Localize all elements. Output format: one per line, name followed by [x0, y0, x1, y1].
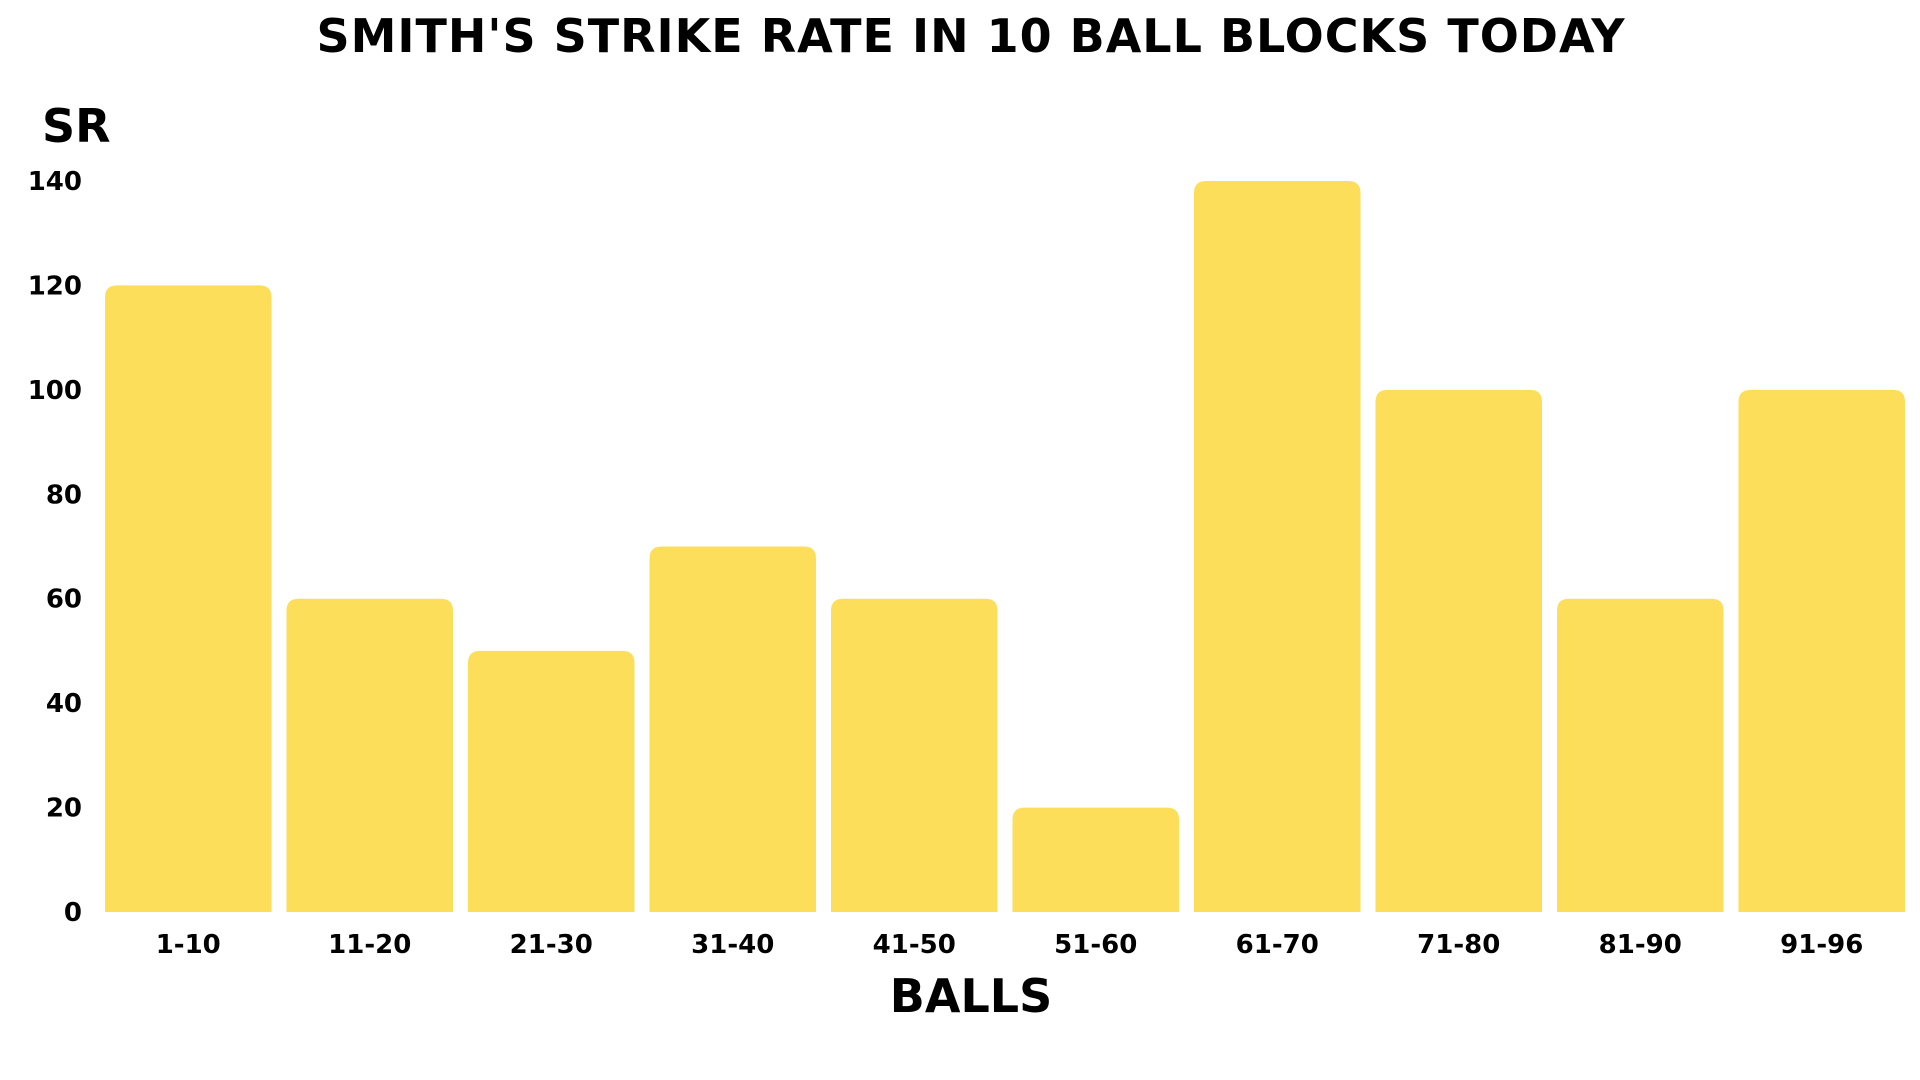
bar-71-80 [1375, 389, 1542, 912]
bars-group [105, 181, 1905, 912]
y-tick-label: 60 [46, 585, 82, 615]
x-tick-label: 71-80 [1417, 930, 1500, 960]
y-tick-label: 0 [64, 898, 82, 928]
y-axis-title: SR [42, 99, 111, 153]
x-tick-label: 61-70 [1236, 930, 1319, 960]
bar-11-20 [286, 598, 453, 912]
bar-41-50 [831, 598, 998, 912]
x-tick-label: 91-96 [1780, 930, 1863, 960]
x-tick-label: 11-20 [328, 930, 411, 960]
y-tick-label: 80 [46, 480, 82, 510]
x-axis-ticks: 1-10 11-20 21-30 31-40 41-50 51-60 61-70 71-80 8… [156, 930, 1864, 960]
x-tick-label: 41-50 [873, 930, 956, 960]
bar-1-10 [105, 285, 272, 912]
bar-31-40 [649, 546, 816, 912]
chart-title: SMITH'S STRIKE RATE IN 10 BALL BLOCKS TO… [316, 9, 1625, 63]
x-axis-title: BALLS [890, 969, 1052, 1023]
x-tick-label: 1-10 [156, 930, 221, 960]
x-tick-label: 81-90 [1599, 930, 1682, 960]
y-axis-ticks: 0 20 40 60 80 100 120 140 [28, 167, 82, 928]
bar-51-60 [1012, 807, 1179, 912]
x-tick-label: 21-30 [510, 930, 593, 960]
bar-21-30 [468, 650, 635, 912]
y-tick-label: 40 [46, 689, 82, 719]
bar-61-70 [1194, 181, 1361, 912]
bar-91-96 [1738, 389, 1905, 912]
y-tick-label: 20 [46, 794, 82, 824]
x-tick-label: 51-60 [1054, 930, 1137, 960]
bar-81-90 [1557, 598, 1724, 912]
y-tick-label: 100 [28, 376, 82, 406]
y-tick-label: 120 [28, 271, 82, 301]
x-tick-label: 31-40 [691, 930, 774, 960]
y-tick-label: 140 [28, 167, 82, 197]
